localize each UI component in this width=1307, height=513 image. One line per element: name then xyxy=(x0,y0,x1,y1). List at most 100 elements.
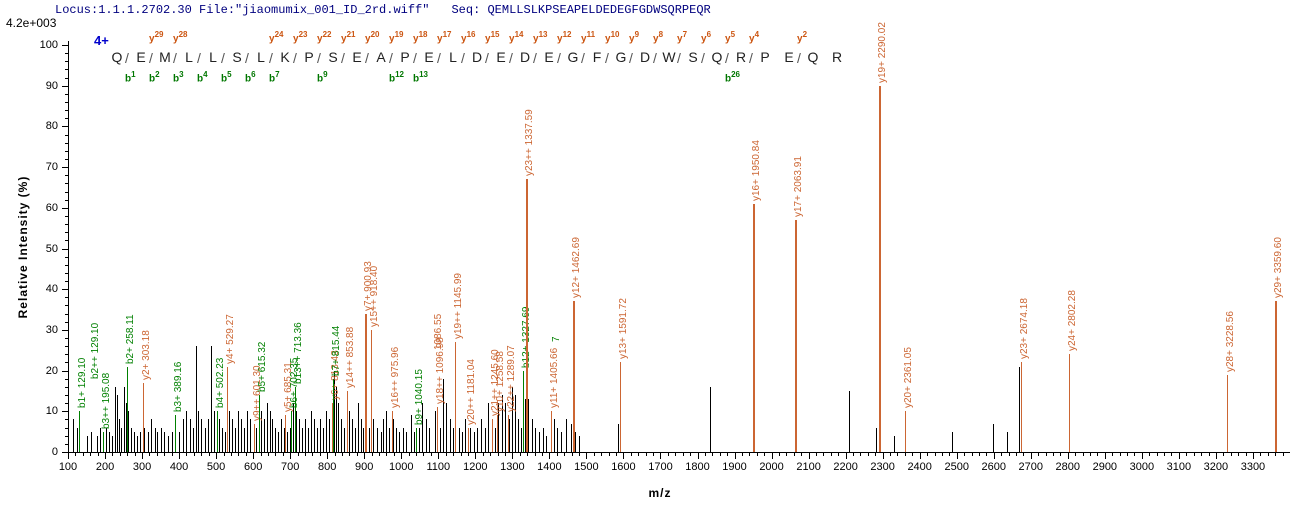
fragment-peak-line xyxy=(1226,374,1228,452)
x-axis-tick xyxy=(519,453,521,456)
fragment-peak-line xyxy=(416,427,418,452)
x-axis-tick xyxy=(364,453,366,459)
y-axis-tick xyxy=(65,199,68,201)
sequence-residue: G xyxy=(615,49,627,65)
x-axis-tick-label: 1600 xyxy=(611,461,636,473)
y-axis-tick xyxy=(65,134,68,136)
fragment-peak-label: y12+ 1462.69 xyxy=(570,237,582,299)
fragmentation-mark: / xyxy=(269,50,273,66)
x-axis-tick xyxy=(741,453,743,456)
peak-line xyxy=(469,427,471,452)
peak-line xyxy=(182,419,184,452)
y-axis-tick xyxy=(62,452,68,453)
peak-line xyxy=(546,435,548,452)
peak-line xyxy=(235,427,237,452)
x-axis-tick xyxy=(1097,453,1099,456)
fragmentation-mark: / xyxy=(461,50,465,66)
x-axis-tick-label: 900 xyxy=(355,461,374,473)
x-axis-tick xyxy=(749,453,751,456)
fragment-peak-line xyxy=(526,179,529,452)
x-axis-tick xyxy=(986,453,988,456)
peak-line xyxy=(480,419,482,452)
locus-file-label: Locus:1.1.1.2702.30 File:"jiaomumix_001_… xyxy=(55,3,430,17)
x-axis-tick xyxy=(912,453,914,456)
peak-line xyxy=(157,431,159,452)
peak-line xyxy=(405,431,407,452)
x-axis-tick xyxy=(512,453,514,459)
x-axis-tick xyxy=(534,453,536,456)
x-axis-tick xyxy=(1001,453,1003,456)
y-axis-tick xyxy=(65,77,68,79)
y-axis-tick-label: 10 xyxy=(45,405,58,418)
peak-line xyxy=(484,427,486,452)
x-axis-tick xyxy=(386,453,388,456)
peak-line xyxy=(422,403,424,452)
fragment-peak-line xyxy=(332,403,334,452)
fragment-peak-line xyxy=(364,313,367,452)
peak-line xyxy=(369,427,371,452)
peak-line xyxy=(477,427,479,452)
peak-line xyxy=(517,419,519,452)
x-axis-tick xyxy=(238,453,240,456)
x-axis-tick xyxy=(1112,453,1114,456)
fragment-peak-line xyxy=(878,85,881,452)
peak-line xyxy=(281,419,283,452)
peak-line xyxy=(362,427,364,452)
b-ion-tag: b4 xyxy=(197,70,208,85)
peak-line xyxy=(269,411,271,452)
y-axis-tick xyxy=(65,305,68,307)
fragment-peak-line xyxy=(1275,301,1278,452)
peptide-sequence-text: QEMLLSLKPSEAPELDEDEGFGDWSQRPEQR xyxy=(487,3,711,17)
x-axis-tick xyxy=(1238,453,1240,456)
b-ion-tag: b3 xyxy=(173,70,184,85)
peak-line xyxy=(193,427,195,452)
peak-line xyxy=(186,411,188,452)
x-axis-tick xyxy=(993,453,995,459)
x-axis-tick xyxy=(793,453,795,456)
x-axis-tick xyxy=(282,453,284,456)
fragment-peak-label: b3+ 389.16 xyxy=(173,362,185,413)
y-axis-tick xyxy=(65,158,68,160)
x-axis-tick xyxy=(90,453,92,456)
sequence-residue: S xyxy=(688,49,698,65)
x-axis-tick xyxy=(253,453,255,459)
peak-line xyxy=(344,427,346,452)
x-axis-tick xyxy=(882,453,884,459)
peak-line xyxy=(446,403,448,452)
fragmentation-mark: / xyxy=(125,50,129,66)
x-axis-tick xyxy=(438,453,440,459)
x-axis-tick xyxy=(808,453,810,459)
peak-line xyxy=(514,395,516,452)
peak-line xyxy=(91,431,93,452)
peak-line xyxy=(1007,431,1009,452)
fragment-peak-line xyxy=(126,366,128,452)
peak-line xyxy=(219,419,221,452)
peak-line xyxy=(241,419,243,452)
peak-line xyxy=(154,427,156,452)
b-ion-tag: b5 xyxy=(221,70,232,85)
fragmentation-mark: / xyxy=(605,50,609,66)
y-ion-tag: y24 xyxy=(269,30,284,45)
y-ion-tag: y10 xyxy=(605,30,620,45)
peak-line xyxy=(127,411,129,452)
x-axis-tick xyxy=(267,453,269,456)
fragment-peak-line xyxy=(284,415,286,452)
fragment-peak-line xyxy=(332,378,334,452)
peak-line xyxy=(161,427,163,452)
x-axis-tick xyxy=(430,453,432,456)
x-axis-tick xyxy=(556,453,558,456)
x-axis-tick xyxy=(712,453,714,456)
x-axis-tick-label: 500 xyxy=(206,461,226,473)
peak-line xyxy=(96,435,98,452)
sequence-residue: F xyxy=(592,49,602,65)
y-axis-tick xyxy=(65,142,68,144)
peak-line xyxy=(290,427,292,452)
sequence-residue: P xyxy=(400,49,410,65)
x-axis-tick xyxy=(245,453,247,456)
fragmentation-mark: / xyxy=(245,50,249,66)
sequence-residue: R xyxy=(735,49,747,65)
x-axis-tick-label: 300 xyxy=(132,461,152,473)
peak-line xyxy=(453,427,455,452)
peak-line xyxy=(304,419,306,452)
